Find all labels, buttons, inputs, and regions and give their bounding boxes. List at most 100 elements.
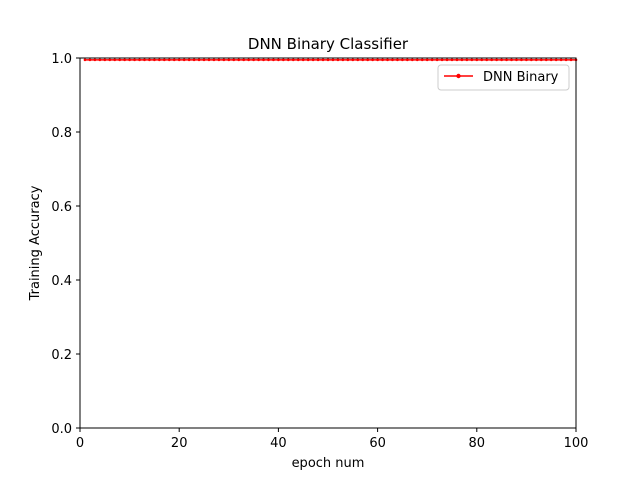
data-point <box>287 58 290 62</box>
plot-area <box>80 58 576 428</box>
data-point <box>331 58 335 62</box>
data-point <box>326 58 330 62</box>
data-point <box>321 58 325 62</box>
x-tick-label: 60 <box>369 436 386 451</box>
data-point <box>118 58 121 62</box>
y-tick-label: 1.0 <box>51 52 72 67</box>
data-point <box>123 58 126 62</box>
y-tick-label: 0.2 <box>51 348 72 363</box>
data-point <box>505 58 508 62</box>
data-point <box>212 58 216 62</box>
data-point <box>396 58 399 62</box>
data-point <box>306 58 310 62</box>
data-point <box>143 58 146 62</box>
data-point <box>525 58 528 62</box>
y-tick-label: 0.4 <box>51 274 72 289</box>
data-point <box>202 58 206 62</box>
x-tick-label: 80 <box>469 436 486 451</box>
data-point <box>153 58 156 62</box>
data-point <box>376 58 379 62</box>
data-point <box>425 58 429 62</box>
data-point <box>128 58 131 62</box>
legend-label-dnn-binary: DNN Binary <box>483 70 559 85</box>
data-point <box>475 58 479 62</box>
legend: DNN Binary <box>437 64 570 91</box>
series-layer <box>83 58 578 62</box>
x-tick-label: 40 <box>270 436 287 451</box>
data-point <box>172 58 176 62</box>
data-point <box>93 58 97 62</box>
data-point <box>138 58 141 62</box>
data-point <box>544 58 548 62</box>
data-point <box>391 58 394 62</box>
data-point <box>520 58 523 62</box>
data-point <box>406 58 409 62</box>
data-point <box>133 58 136 62</box>
data-point <box>495 58 498 62</box>
data-point <box>381 58 384 62</box>
data-point <box>455 58 459 62</box>
data-point <box>252 58 255 62</box>
data-point <box>336 58 340 62</box>
data-point <box>515 58 518 62</box>
data-point <box>346 58 350 62</box>
data-point <box>490 58 493 62</box>
data-point <box>108 58 112 62</box>
data-point <box>163 58 166 62</box>
data-point <box>277 58 280 62</box>
data-point <box>510 58 513 62</box>
data-point <box>420 58 424 62</box>
data-point <box>445 58 449 62</box>
data-point <box>237 58 241 62</box>
data-point <box>480 58 484 62</box>
data-point <box>282 58 285 62</box>
data-point <box>232 58 236 62</box>
data-point <box>470 58 474 62</box>
data-point <box>539 58 543 62</box>
data-point <box>217 58 221 62</box>
data-point <box>301 58 305 62</box>
data-point <box>341 58 345 62</box>
data-point <box>222 58 226 62</box>
data-point <box>272 58 275 62</box>
y-tick-label: 0.8 <box>51 126 72 141</box>
data-point <box>262 58 265 62</box>
x-tick-label: 0 <box>76 436 84 451</box>
data-point <box>465 58 469 62</box>
data-point <box>267 58 270 62</box>
x-axis-label: epoch num <box>292 456 365 471</box>
chart-title: DNN Binary Classifier <box>248 35 409 53</box>
data-point <box>158 58 161 62</box>
y-tick-label: 0.0 <box>51 422 72 437</box>
data-point <box>187 58 191 62</box>
data-point <box>103 58 107 62</box>
x-axis: 0 20 40 60 80 100 <box>76 428 588 451</box>
data-point <box>559 58 563 62</box>
data-point <box>549 58 553 62</box>
data-point <box>167 58 171 62</box>
data-point <box>356 58 360 62</box>
plot-frame <box>79 57 577 429</box>
data-point <box>316 58 320 62</box>
data-point <box>361 58 365 62</box>
data-point <box>386 58 389 62</box>
legend-marker-swatch <box>456 73 461 79</box>
data-point <box>242 58 245 62</box>
data-point <box>460 58 464 62</box>
data-point <box>148 58 151 62</box>
data-point <box>98 58 102 62</box>
data-point <box>351 58 355 62</box>
data-point <box>440 58 444 62</box>
data-point <box>554 58 558 62</box>
data-point <box>535 58 538 62</box>
data-point <box>569 58 573 62</box>
data-point <box>530 58 533 62</box>
data-point <box>197 58 201 62</box>
data-point <box>113 58 117 62</box>
data-point <box>88 58 92 62</box>
data-point <box>83 58 87 62</box>
data-point <box>311 58 315 62</box>
data-point <box>430 58 434 62</box>
data-point <box>435 58 439 62</box>
